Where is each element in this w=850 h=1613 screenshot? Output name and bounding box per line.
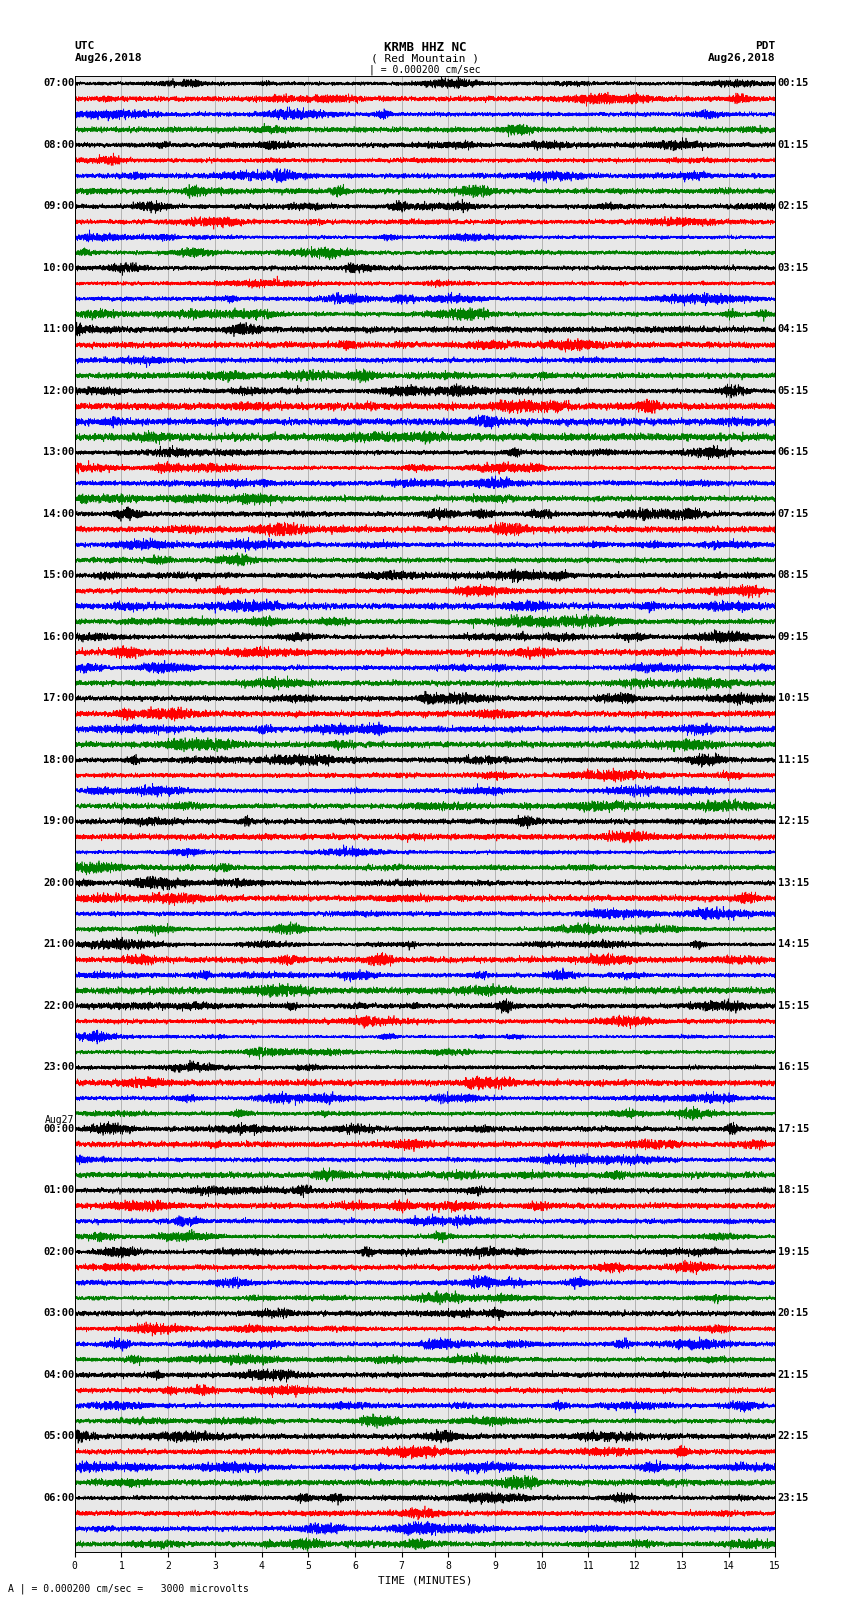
- Text: 15:15: 15:15: [778, 1002, 809, 1011]
- Text: UTC: UTC: [75, 40, 95, 52]
- Text: 00:15: 00:15: [778, 79, 809, 89]
- Text: Aug27: Aug27: [45, 1116, 75, 1126]
- Text: 22:15: 22:15: [778, 1431, 809, 1442]
- X-axis label: TIME (MINUTES): TIME (MINUTES): [377, 1576, 473, 1586]
- Text: 06:00: 06:00: [43, 1494, 75, 1503]
- Text: KRMB HHZ NC: KRMB HHZ NC: [383, 40, 467, 55]
- Text: | = 0.000200 cm/sec: | = 0.000200 cm/sec: [369, 65, 481, 76]
- Text: 13:15: 13:15: [778, 877, 809, 887]
- Text: PDT: PDT: [755, 40, 775, 52]
- Text: 15:00: 15:00: [43, 571, 75, 581]
- Text: ( Red Mountain ): ( Red Mountain ): [371, 53, 479, 63]
- Text: 04:00: 04:00: [43, 1369, 75, 1379]
- Text: 17:00: 17:00: [43, 694, 75, 703]
- Text: 16:00: 16:00: [43, 632, 75, 642]
- Text: 03:00: 03:00: [43, 1308, 75, 1318]
- Text: 05:00: 05:00: [43, 1431, 75, 1442]
- Text: 22:00: 22:00: [43, 1002, 75, 1011]
- Text: 14:15: 14:15: [778, 939, 809, 950]
- Text: 09:00: 09:00: [43, 202, 75, 211]
- Text: 11:00: 11:00: [43, 324, 75, 334]
- Text: 10:00: 10:00: [43, 263, 75, 273]
- Text: 23:00: 23:00: [43, 1063, 75, 1073]
- Text: 10:15: 10:15: [778, 694, 809, 703]
- Text: Aug26,2018: Aug26,2018: [708, 53, 775, 63]
- Text: 12:00: 12:00: [43, 386, 75, 395]
- Text: 20:00: 20:00: [43, 877, 75, 887]
- Text: 11:15: 11:15: [778, 755, 809, 765]
- Text: 01:15: 01:15: [778, 140, 809, 150]
- Text: 08:00: 08:00: [43, 140, 75, 150]
- Text: 05:15: 05:15: [778, 386, 809, 395]
- Text: 09:15: 09:15: [778, 632, 809, 642]
- Text: 07:00: 07:00: [43, 79, 75, 89]
- Text: 02:00: 02:00: [43, 1247, 75, 1257]
- Text: 19:15: 19:15: [778, 1247, 809, 1257]
- Text: Aug26,2018: Aug26,2018: [75, 53, 142, 63]
- Text: 18:15: 18:15: [778, 1186, 809, 1195]
- Text: 08:15: 08:15: [778, 571, 809, 581]
- Text: 23:15: 23:15: [778, 1494, 809, 1503]
- Text: 06:15: 06:15: [778, 447, 809, 458]
- Text: 18:00: 18:00: [43, 755, 75, 765]
- Text: 04:15: 04:15: [778, 324, 809, 334]
- Text: 20:15: 20:15: [778, 1308, 809, 1318]
- Text: 01:00: 01:00: [43, 1186, 75, 1195]
- Text: 21:15: 21:15: [778, 1369, 809, 1379]
- Text: 19:00: 19:00: [43, 816, 75, 826]
- Text: 00:00: 00:00: [43, 1124, 75, 1134]
- Text: 02:15: 02:15: [778, 202, 809, 211]
- Text: 07:15: 07:15: [778, 510, 809, 519]
- Text: 21:00: 21:00: [43, 939, 75, 950]
- Text: A | = 0.000200 cm/sec =   3000 microvolts: A | = 0.000200 cm/sec = 3000 microvolts: [8, 1582, 249, 1594]
- Text: 12:15: 12:15: [778, 816, 809, 826]
- Text: 17:15: 17:15: [778, 1124, 809, 1134]
- Text: 03:15: 03:15: [778, 263, 809, 273]
- Text: 16:15: 16:15: [778, 1063, 809, 1073]
- Text: 14:00: 14:00: [43, 510, 75, 519]
- Text: 13:00: 13:00: [43, 447, 75, 458]
